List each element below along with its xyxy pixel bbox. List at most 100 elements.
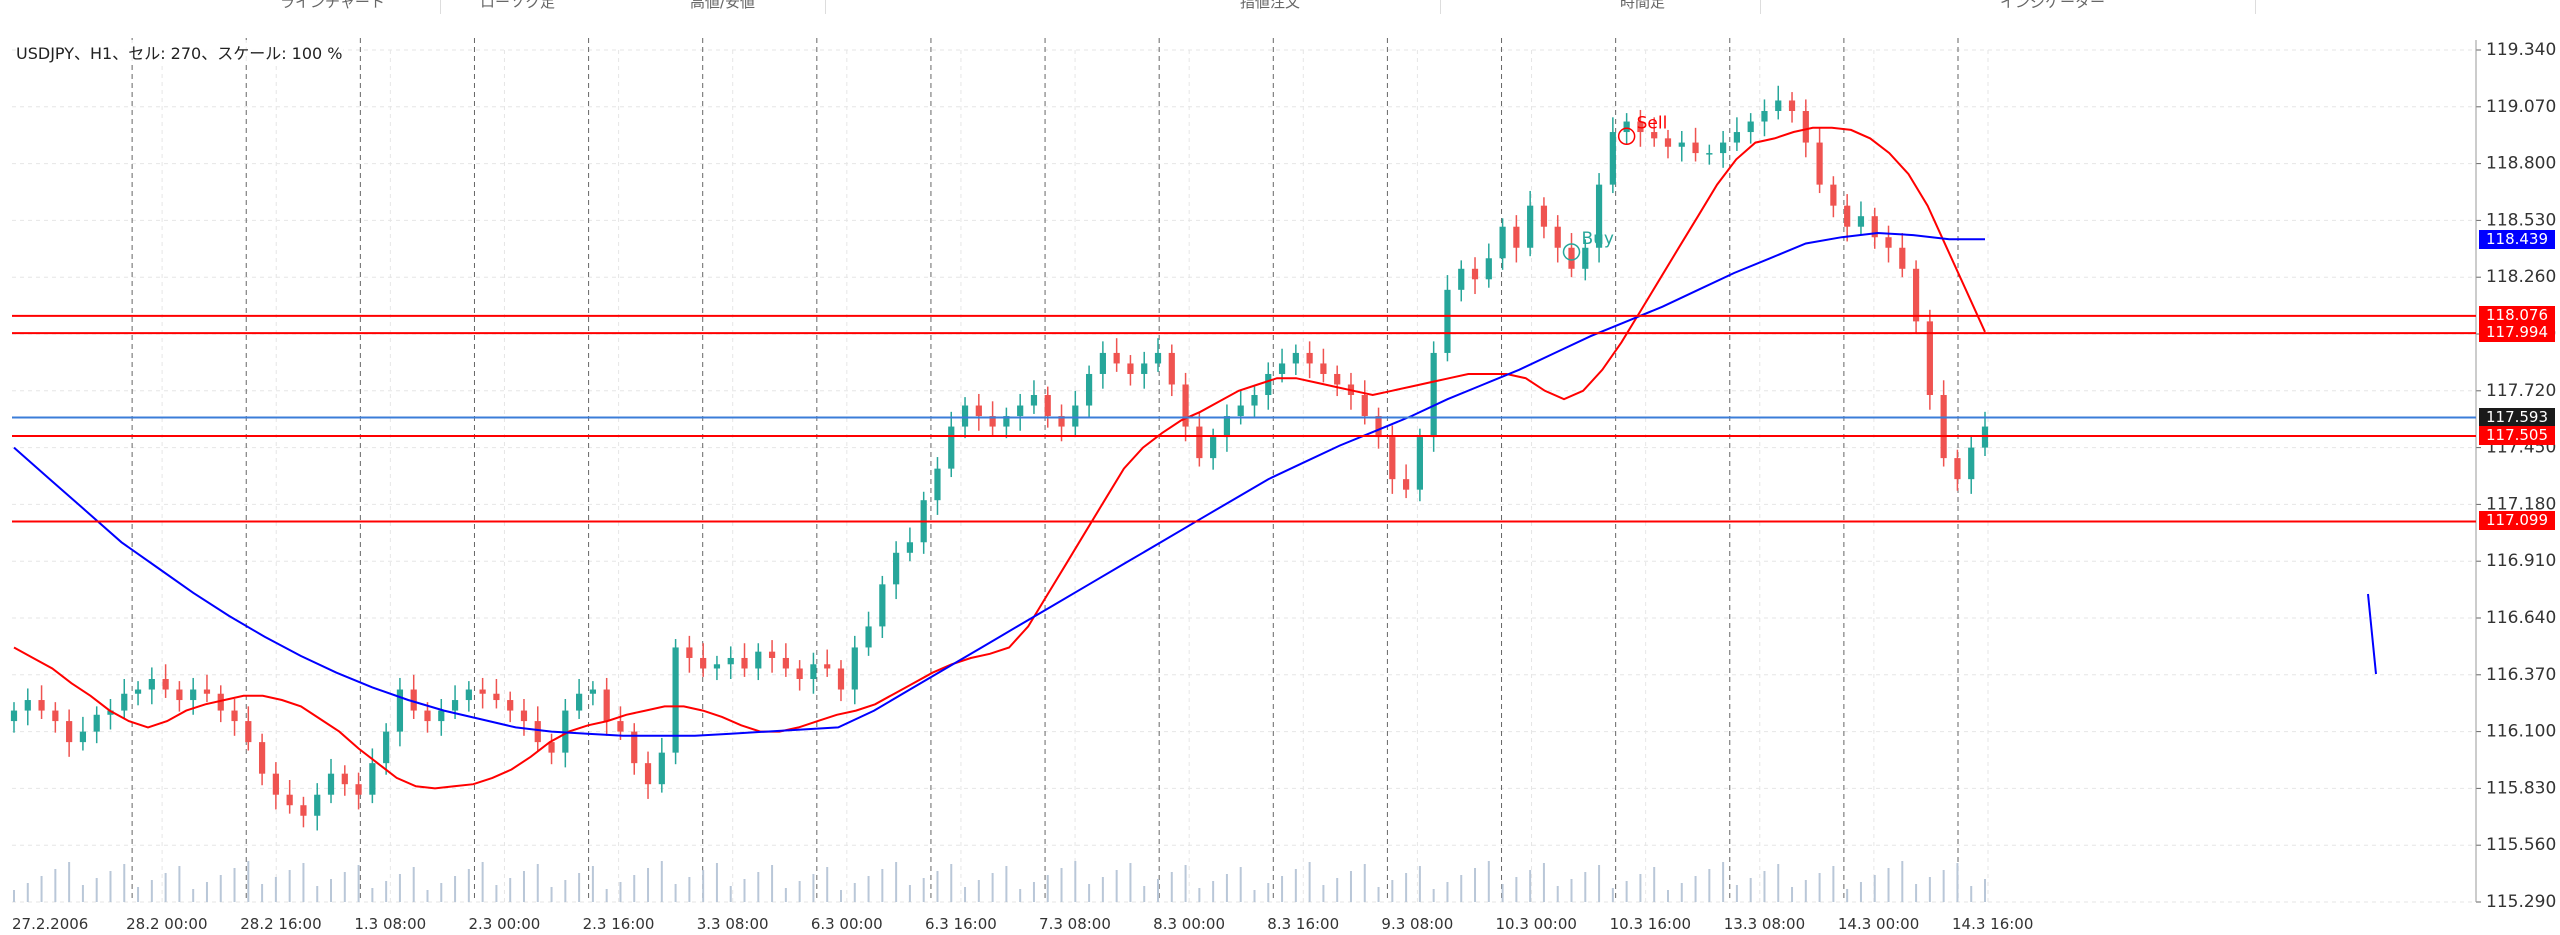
order-button[interactable]: 指値注文 [1240, 0, 1301, 11]
candle-body [1954, 458, 1961, 480]
candle-body [1044, 395, 1051, 417]
candle-body [851, 647, 858, 690]
candle-body [1017, 405, 1024, 417]
y-tick-label: 117.180 [2486, 494, 2556, 514]
sell-marker-label: Sell [1637, 113, 1668, 133]
candle-body [1664, 138, 1672, 147]
candle-body [603, 689, 610, 722]
candle-body [52, 710, 59, 722]
candle-body [713, 664, 721, 669]
slow-moving-average [13, 231, 1985, 737]
indicators-dropdown[interactable]: インジケーター [2000, 0, 2106, 11]
x-tick-label: 9.3 08:00 [1381, 915, 1453, 933]
candle-body [396, 689, 404, 732]
candle-body [479, 689, 486, 694]
chart-info: USDJPY、H1、セル: 270、スケール: 100 % [16, 40, 343, 64]
candle-body [1361, 395, 1368, 417]
candle-body [1692, 142, 1699, 154]
candle-body [879, 584, 886, 627]
candle-body [1265, 373, 1272, 396]
y-tick-label: 119.340 [2486, 40, 2556, 60]
x-tick-label: 14.3 00:00 [1838, 915, 1919, 933]
candle-body [327, 773, 335, 795]
candles-button[interactable]: ローソク足 [480, 0, 556, 11]
x-tick-label: 2.3 16:00 [583, 915, 655, 933]
candle-body [1237, 405, 1244, 417]
candle-body [1320, 363, 1327, 374]
candle-body [975, 405, 982, 417]
x-tick-label: 7.3 08:00 [1039, 915, 1111, 933]
candle-body [465, 689, 472, 701]
candle-body [1416, 437, 1423, 490]
candle-body [1816, 142, 1823, 185]
candle-body [10, 710, 18, 722]
candle-body [341, 773, 348, 785]
chart-toolbar: ラインチャート ローソク足 高値/安値 指値注文 時間足 インジケーター [0, 0, 2560, 15]
candle-body [1609, 132, 1616, 185]
candle-body [107, 710, 114, 715]
candle-body [1003, 416, 1010, 427]
candle-body [162, 679, 169, 690]
candle-body [576, 693, 583, 711]
candle-body [1154, 352, 1162, 364]
candle-body [1912, 268, 1920, 322]
candle-body [1458, 268, 1465, 290]
candle-body [438, 710, 445, 722]
x-tick-label: 3.3 08:00 [697, 915, 769, 933]
candle-body [1720, 142, 1727, 154]
chart-area[interactable]: 119.340 119.070 118.800 118.530 118.260 117.9… [0, 14, 2560, 935]
buy-marker [1562, 243, 1581, 261]
y-tick-label: 115.830 [2486, 778, 2556, 798]
x-tick-label: 1.3 08:00 [354, 915, 426, 933]
candle-body [190, 689, 197, 701]
x-tick-label: 6.3 00:00 [811, 915, 883, 933]
candle-body [658, 752, 665, 785]
candle-body [24, 700, 31, 711]
candle-body [272, 773, 279, 795]
candle-body [837, 668, 845, 690]
price-label: 118.439 [2479, 229, 2555, 249]
candle-body [1292, 352, 1299, 364]
buy-marker-label: Buy [1582, 229, 1615, 249]
candle-body [1885, 237, 1892, 248]
candle-body [589, 689, 596, 694]
candle-body [1554, 226, 1561, 248]
y-tick-label: 119.070 [2486, 97, 2556, 117]
y-tick-label: 115.290 [2486, 892, 2556, 912]
candle-body [548, 742, 555, 753]
candle-body [1595, 184, 1603, 248]
y-tick-label: 118.800 [2486, 154, 2556, 174]
candle-body [1113, 352, 1120, 364]
candle-body [121, 693, 128, 711]
candle-body [948, 426, 955, 469]
price-chart[interactable]: 119.340 119.070 118.800 118.530 118.260 117.9… [0, 14, 2560, 935]
candle-body [1182, 384, 1189, 427]
drawing-line [2367, 593, 2377, 675]
candle-body [727, 657, 734, 665]
candle-body [1375, 416, 1382, 438]
candle-body [1513, 226, 1520, 248]
x-tick-label: 28.2 00:00 [126, 915, 207, 933]
line-chart-button[interactable]: ラインチャート [280, 0, 385, 11]
candle-body [383, 731, 390, 764]
candle-body [686, 647, 693, 658]
candle-body [1899, 247, 1906, 269]
candle-body [1802, 111, 1809, 143]
candle-body [824, 664, 831, 669]
bars-button[interactable]: 高値/安値 [690, 0, 756, 11]
price-label: 117.505 [2479, 426, 2555, 446]
candle-body [300, 805, 307, 816]
timeframe-dropdown[interactable]: 時間足 [1620, 0, 1666, 11]
candle-body [1733, 132, 1741, 143]
candle-body [1210, 437, 1217, 459]
candle-body [1678, 142, 1685, 147]
candle-body [1471, 268, 1479, 280]
candle-body [1168, 352, 1175, 385]
candle-body [79, 731, 87, 743]
candle-body [1747, 121, 1754, 133]
candle-body [134, 689, 142, 694]
candle-body [1334, 373, 1341, 385]
candle-body [1099, 352, 1106, 374]
candle-body [1844, 205, 1851, 227]
candle-body [865, 626, 872, 648]
